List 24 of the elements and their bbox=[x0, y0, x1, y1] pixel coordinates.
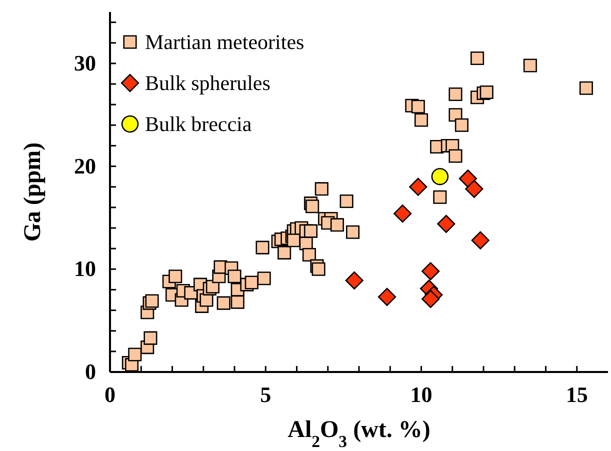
x-tick-label: 0 bbox=[104, 382, 116, 407]
y-tick-label: 10 bbox=[74, 256, 96, 282]
point bbox=[465, 180, 484, 198]
legend-label: Bulk breccia bbox=[145, 112, 252, 136]
y-tick-label: 30 bbox=[74, 50, 96, 76]
point bbox=[437, 214, 456, 233]
point bbox=[471, 231, 490, 250]
legend-label: Martian meteorites bbox=[145, 30, 304, 54]
point bbox=[422, 262, 440, 280]
point bbox=[422, 290, 440, 308]
point bbox=[431, 168, 449, 186]
point bbox=[409, 178, 428, 196]
point bbox=[378, 288, 396, 306]
point bbox=[345, 271, 364, 290]
y-axis-title: Ga (ppm) bbox=[20, 142, 46, 242]
x-axis-title: Al$_{2}$O$_{3}$ (wt. %) bbox=[288, 417, 430, 450]
point bbox=[458, 170, 477, 188]
x-tick-label: 15 bbox=[566, 382, 588, 407]
legend-label: Bulk spherules bbox=[145, 71, 270, 95]
x-tick-label: 10 bbox=[410, 382, 432, 407]
y-tick-label: 0 bbox=[85, 359, 96, 384]
y-tick-label: 20 bbox=[74, 153, 96, 178]
x-tick-label: 5 bbox=[260, 382, 272, 407]
point bbox=[394, 204, 412, 223]
